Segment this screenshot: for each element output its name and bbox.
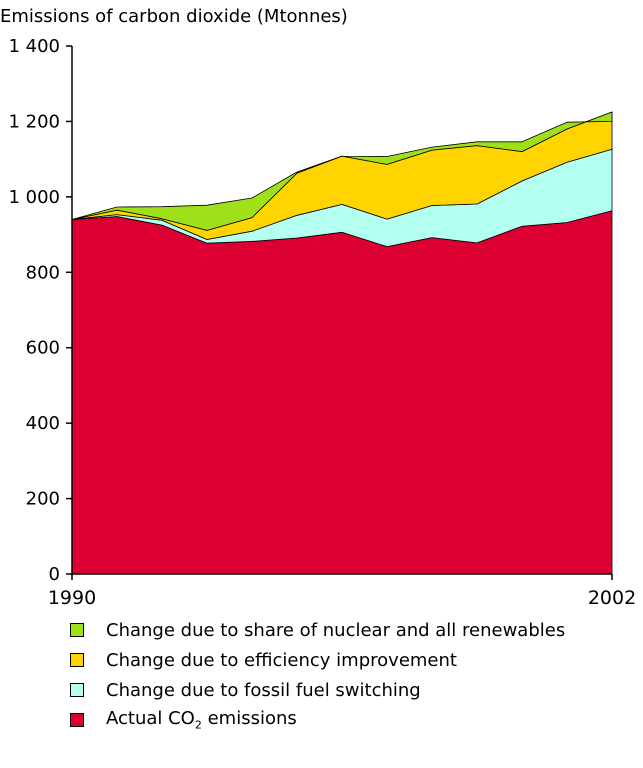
area-nuclear-renewables [71, 111, 613, 231]
legend-label-fuel-switching: Change due to fossil fuel switching [106, 679, 421, 701]
y-tick-label: 0 [49, 564, 60, 585]
chart-title: Emissions of carbon dioxide (Mtonnes) [0, 6, 348, 27]
y-tick-label: 1 200 [8, 111, 60, 132]
legend-swatch-efficiency [70, 653, 84, 667]
legend-label-renewables: Change due to share of nuclear and all r… [106, 619, 566, 641]
y-tick-label: 800 [26, 262, 60, 283]
area-actual-emissions [71, 210, 613, 575]
legend-label-efficiency: Change due to efficiency improvement [106, 649, 457, 671]
legend-swatch-fuel-switching [70, 683, 84, 697]
x-tick-label: 1990 [48, 587, 96, 609]
y-tick-label: 1 000 [8, 187, 60, 208]
y-tick-label: 200 [26, 489, 60, 510]
y-tick-label: 400 [26, 413, 60, 434]
legend-label-actual: Actual CO2 emissions [106, 708, 297, 732]
legend-item-efficiency: Change due to efficiency improvement [70, 648, 565, 672]
y-tick-label: 1 400 [8, 36, 60, 57]
legend-swatch-renewables [70, 623, 84, 637]
legend: Change due to share of nuclear and all r… [70, 618, 565, 738]
y-tick-label: 600 [26, 338, 60, 359]
legend-swatch-actual [70, 713, 84, 727]
x-tick-label: 2002 [588, 587, 636, 609]
legend-item-renewables: Change due to share of nuclear and all r… [70, 618, 565, 642]
legend-item-actual: Actual CO2 emissions [70, 708, 565, 732]
legend-item-fuel-switching: Change due to fossil fuel switching [70, 678, 565, 702]
emissions-area-chart: Emissions of carbon dioxide (Mtonnes) 0 2… [0, 6, 636, 609]
